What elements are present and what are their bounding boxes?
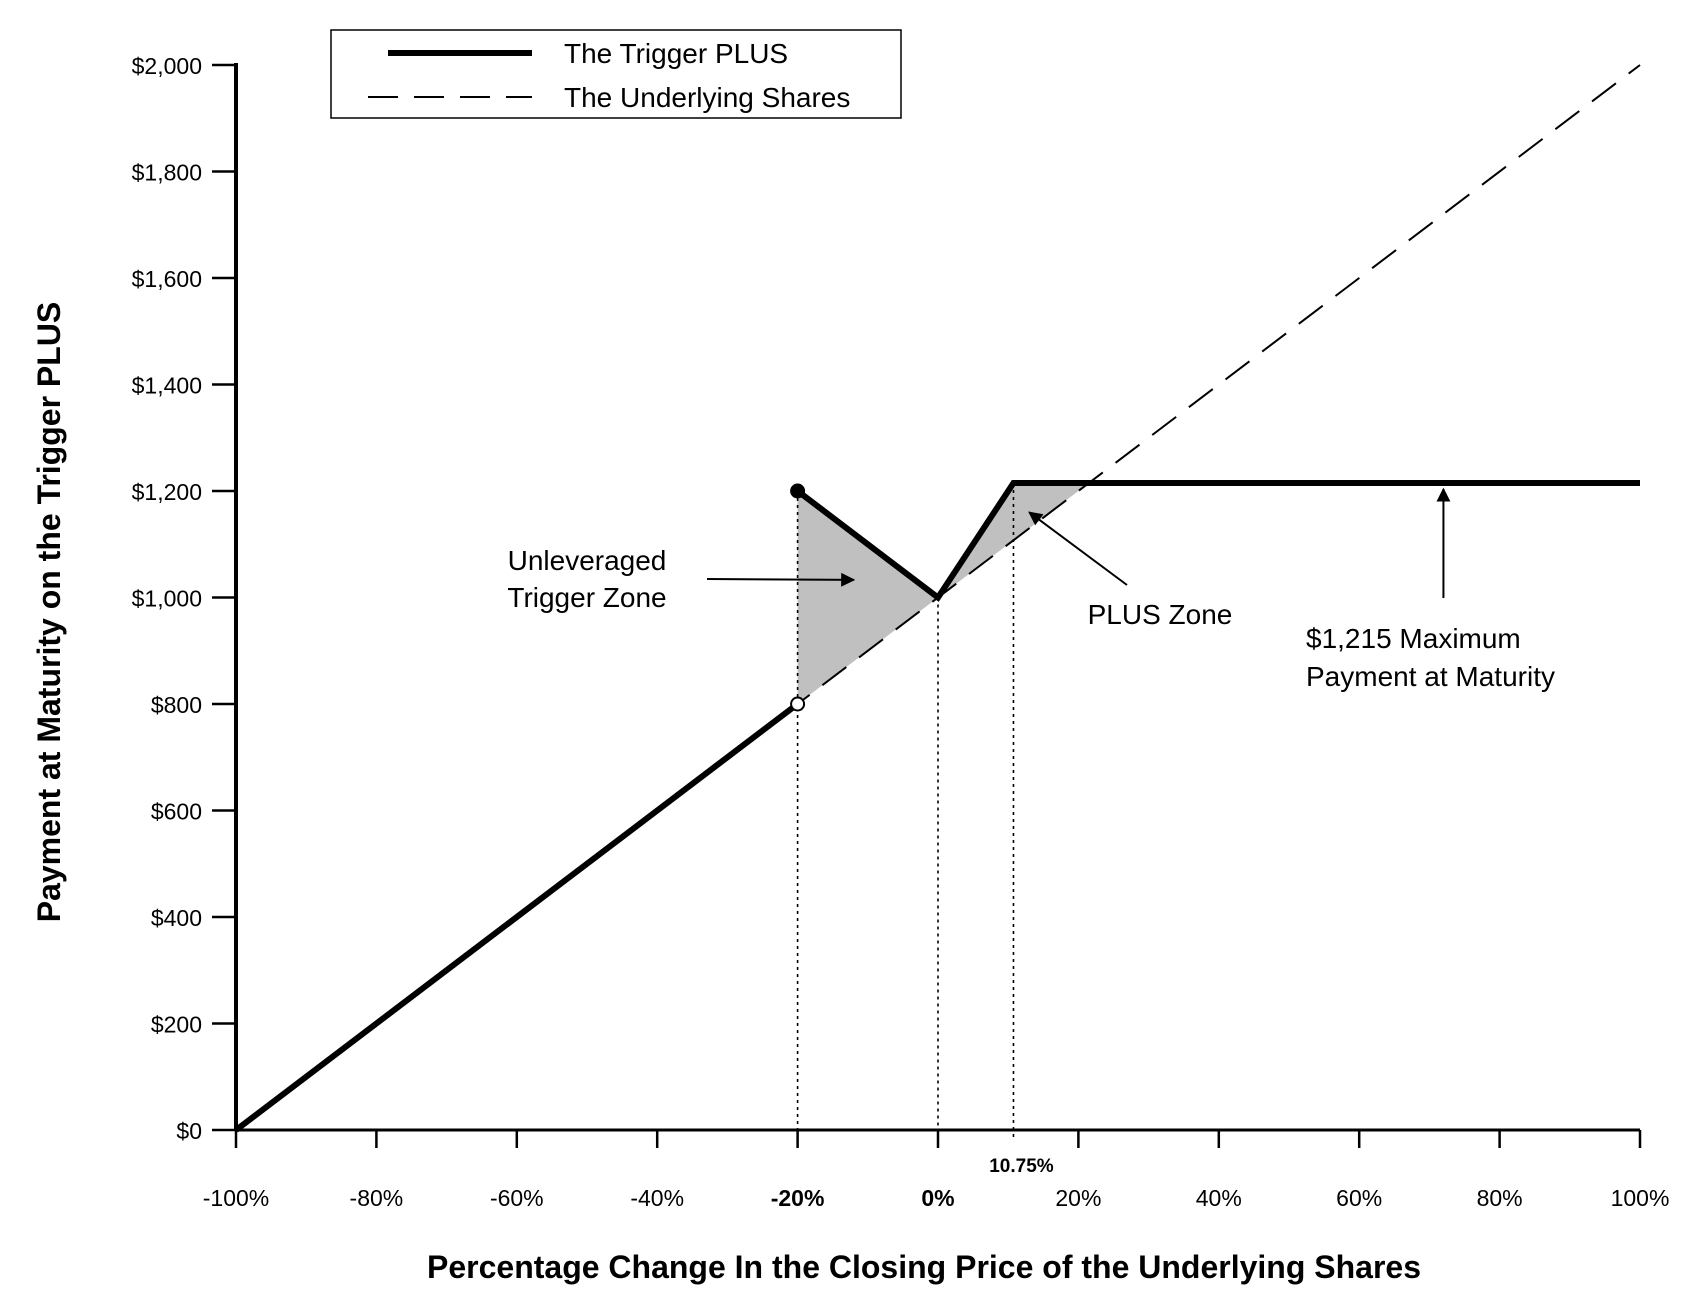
x-tick-label: 60% — [1336, 1185, 1382, 1211]
x-tick-label: -20% — [771, 1185, 825, 1211]
x-tick-label: 0% — [921, 1185, 954, 1211]
y-tick-label: $1,000 — [132, 586, 202, 612]
y-tick-label: $0 — [176, 1118, 202, 1144]
annotation-plus-zone-arrow — [1028, 511, 1128, 586]
shaded-zone-1 — [797, 491, 938, 704]
legend-label-underlying: The Underlying Shares — [564, 82, 850, 113]
x-tick-label: -100% — [203, 1185, 269, 1211]
marker-2 — [790, 696, 806, 712]
annotation-trigger-zone-text: Trigger Zone — [507, 582, 666, 613]
x-axis-title: Percentage Change In the Closing Price o… — [427, 1249, 1421, 1285]
x-tick-label: 20% — [1055, 1185, 1101, 1211]
y-tick-label: $400 — [151, 905, 202, 931]
y-tick-label: $600 — [151, 799, 202, 825]
y-tick-label: $1,600 — [132, 266, 202, 292]
series-lines — [234, 64, 1641, 1133]
x-tick-label: -60% — [490, 1185, 544, 1211]
y-tick-label: $1,800 — [132, 160, 202, 186]
annotation-trigger-zone-text: Unleveraged — [508, 545, 667, 576]
series-1-segment-2 — [795, 480, 1640, 602]
y-tick-label: $200 — [151, 1012, 202, 1038]
x-tick-label: 40% — [1196, 1185, 1242, 1211]
annotation-trigger-zone-arrow — [706, 572, 856, 587]
y-tick-label: $1,200 — [132, 479, 202, 505]
axes — [212, 63, 1642, 1148]
x-label-10-75: 10.75% — [989, 1156, 1054, 1177]
legend: The Trigger PLUS The Underlying Shares — [330, 29, 902, 119]
annotation-plus-zone-text: PLUS Zone — [1088, 599, 1233, 630]
annotation-max-payment-text: $1,215 Maximum — [1306, 623, 1521, 654]
marker-1 — [790, 483, 806, 499]
reference-lines — [796, 483, 1015, 1140]
y-tick-label: $1,400 — [132, 373, 202, 399]
annotation-max-payment-text: Payment at Maturity — [1306, 661, 1555, 692]
x-tick-label: -80% — [350, 1185, 404, 1211]
x-tick-label: -40% — [630, 1185, 684, 1211]
y-tick-label: $800 — [151, 692, 202, 718]
legend-box — [330, 29, 902, 119]
y-axis-title: Payment at Maturity on the Trigger PLUS — [31, 302, 67, 923]
y-tick-label: $2,000 — [132, 53, 202, 79]
tick-labels: $0 $200 $400 $600 $800 $1,000 $1,200 $1,400 $1,6… — [132, 53, 1670, 1211]
x-tick-label: 100% — [1611, 1185, 1670, 1211]
legend-label-trigger-plus: The Trigger PLUS — [564, 38, 788, 69]
annotations: Unleveraged Trigger Zone PLUS Zone $1,215 M… — [507, 487, 1555, 692]
series-2-segment-1 — [235, 64, 1641, 1131]
x-tick-label: 80% — [1477, 1185, 1523, 1211]
